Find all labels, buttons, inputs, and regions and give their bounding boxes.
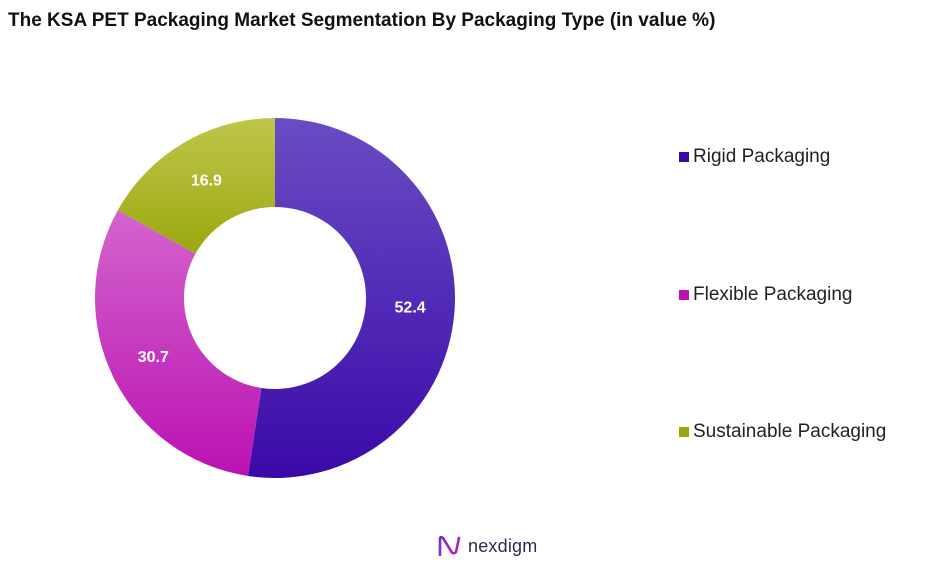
nexdigm-logo: nexdigm xyxy=(437,534,537,558)
legend-swatch xyxy=(679,152,689,162)
legend-item-rigid-packaging: Rigid Packaging xyxy=(679,146,830,168)
slices-group xyxy=(95,118,456,478)
data-label-rigid-packaging: 52.4 xyxy=(395,299,426,316)
slice-rigid-packaging xyxy=(247,118,456,478)
legend-swatch xyxy=(679,427,689,437)
logo-text: nexdigm xyxy=(468,535,538,556)
legend-label: Rigid Packaging xyxy=(693,146,831,167)
chart-title: The KSA PET Packaging Market Segmentatio… xyxy=(8,10,716,31)
legend-swatch xyxy=(679,290,689,300)
nexdigm-logo-icon xyxy=(438,535,461,557)
slice-sustainable-packaging xyxy=(117,118,275,254)
legend-item-flexible-packaging: Flexible Packaging xyxy=(679,284,852,306)
slice-flexible-packaging xyxy=(95,210,262,476)
legend-label: Sustainable Packaging xyxy=(693,421,887,442)
data-labels-group: 52.4 30.7 16.9 xyxy=(138,172,426,365)
legend-label: Flexible Packaging xyxy=(693,284,853,305)
legend-item-sustainable-packaging: Sustainable Packaging xyxy=(679,421,886,443)
data-label-sustainable-packaging: 16.9 xyxy=(191,172,222,189)
data-label-flexible-packaging: 30.7 xyxy=(138,349,169,366)
